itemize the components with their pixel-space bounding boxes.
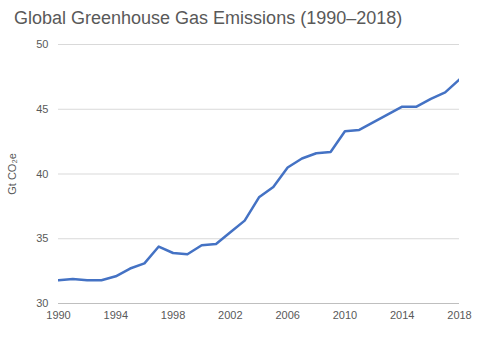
- svg-text:1998: 1998: [161, 309, 185, 321]
- html-text:Global Greenhouse Gas Emission: Global Greenhouse Gas Emissions (1990–20…: [14, 8, 403, 28]
- svg-text:50: 50: [36, 38, 48, 50]
- svg-text:35: 35: [36, 232, 48, 244]
- svg-text:1994: 1994: [104, 309, 128, 321]
- svg-text:2014: 2014: [390, 309, 414, 321]
- svg-text:Gt CO₂e: Gt CO₂e: [6, 153, 18, 195]
- svg-text:2018: 2018: [447, 309, 471, 321]
- svg-text:40: 40: [36, 168, 48, 180]
- svg-text:1990: 1990: [46, 309, 70, 321]
- svg-text:45: 45: [36, 103, 48, 115]
- svg-text:2006: 2006: [275, 309, 299, 321]
- svg-text:2010: 2010: [333, 309, 357, 321]
- svg-text:2002: 2002: [218, 309, 242, 321]
- svg-text:30: 30: [36, 297, 48, 309]
